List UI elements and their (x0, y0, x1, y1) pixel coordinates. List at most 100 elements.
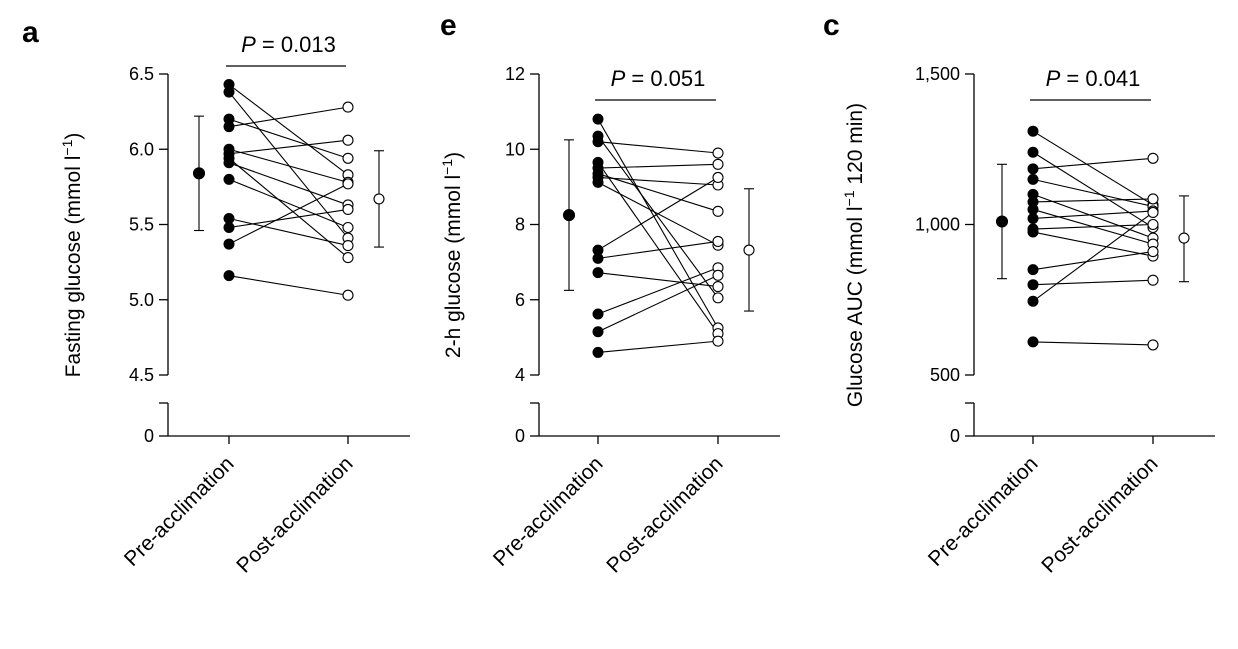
post-summary-mean-point (373, 193, 385, 205)
pair-line (597, 176, 719, 251)
pair-line (228, 157, 349, 259)
post-point (342, 152, 354, 164)
pair-line (228, 118, 349, 159)
y-axis-title: Fasting glucose (mmol l−1) (59, 133, 85, 378)
pre-point (1027, 295, 1039, 307)
y-axis-title-end: 120 min) (844, 103, 867, 191)
pre-point (1027, 264, 1039, 276)
y-tick-label: 12 (505, 64, 525, 84)
pre-summary-mean-point (995, 215, 1009, 228)
x-category-label: Post-acclimation (232, 452, 357, 577)
pair-line (1032, 130, 1154, 206)
post-point (1147, 274, 1159, 286)
pre-point (1027, 196, 1039, 208)
x-category-label: Pre-acclimation (120, 452, 239, 571)
pair-line (1032, 279, 1154, 286)
pair-line (228, 84, 349, 176)
pre-point (1027, 226, 1039, 238)
p-value-symbol: P (611, 66, 626, 91)
pair-line (1032, 223, 1154, 230)
y-axis-title-end: ) (442, 152, 465, 159)
x-category-label: Pre-acclimation (489, 452, 608, 571)
y-tick-label: 4 (515, 365, 525, 385)
p-value-number: = 0.013 (256, 32, 336, 57)
pair-line (597, 240, 719, 259)
pre-point (1027, 212, 1039, 224)
post-point (712, 281, 724, 293)
y-axis-title-superscript: −1 (439, 159, 455, 175)
y-axis-title-end: ) (62, 133, 85, 140)
post-point (712, 147, 724, 159)
post-point (342, 134, 354, 146)
pair-line (597, 173, 719, 212)
post-point (1147, 193, 1159, 205)
chart-panel-e: e 12 10 8 6 4 0 2-h glucose (mmol l−1) P = 0.051… (439, 9, 780, 577)
post-point (342, 221, 354, 234)
pre-point (592, 326, 604, 338)
pair-line (1032, 178, 1154, 207)
pair-line (228, 275, 349, 296)
pre-point (1027, 146, 1039, 158)
pre-point (223, 270, 235, 282)
post-point (342, 240, 354, 252)
post-point (342, 101, 354, 113)
pre-summary-mean-point (562, 209, 576, 222)
pre-point (1027, 203, 1039, 215)
y-tick-label: 6.0 (129, 139, 154, 159)
pair-line (228, 91, 349, 239)
p-value-symbol: P (241, 32, 256, 57)
post-summary-mean-point (743, 244, 755, 256)
pre-point (223, 157, 235, 169)
y-axis-title: Glucose AUC (mmol l−1 120 min) (841, 103, 867, 407)
pair-line (597, 118, 719, 329)
pair-line (228, 208, 349, 229)
pre-point (592, 346, 604, 358)
pair-line (228, 178, 349, 229)
y-tick-label: 5.5 (129, 215, 154, 235)
x-category-label: Post-acclimation (602, 452, 727, 577)
post-point (342, 203, 354, 215)
pre-summary-mean-point (192, 167, 206, 180)
pre-point (592, 176, 604, 188)
pair-line (597, 162, 719, 334)
post-point (712, 235, 724, 247)
y-axis-title: 2-h glucose (mmol l−1) (439, 152, 465, 358)
p-value-label: P = 0.041 (1046, 66, 1141, 91)
pre-point (223, 86, 235, 98)
y-tick-label-zero: 0 (950, 426, 960, 446)
y-tick-label: 10 (505, 139, 525, 159)
pair-line (597, 163, 719, 169)
post-summary-mean-point (1178, 232, 1190, 244)
y-tick-label-zero: 0 (515, 426, 525, 446)
pair-line (1032, 210, 1154, 220)
pair-line (597, 340, 719, 353)
pair-line (597, 135, 719, 299)
post-point (712, 205, 724, 217)
pre-point (223, 173, 235, 185)
x-category-label: Post-acclimation (1037, 452, 1162, 577)
pre-point (223, 113, 235, 125)
pre-point (592, 136, 604, 148)
panel-letter: c (823, 9, 840, 42)
pre-point (223, 79, 235, 91)
post-point (342, 252, 354, 264)
y-tick-label: 1,500 (915, 64, 960, 84)
pair-line (228, 217, 349, 247)
pair-line (597, 267, 719, 315)
y-tick-label: 6 (515, 290, 525, 310)
y-axis-title-main: Glucose AUC (mmol l (844, 206, 867, 407)
p-value-label: P = 0.013 (241, 32, 336, 57)
p-value-symbol: P (1046, 66, 1061, 91)
pre-point (592, 244, 604, 256)
post-point (1147, 246, 1159, 258)
pre-point (592, 252, 604, 264)
pair-line (1032, 341, 1154, 346)
panel-letter: e (440, 9, 457, 42)
post-point (1147, 206, 1159, 219)
pair-line (1032, 157, 1154, 170)
pair-line (597, 274, 719, 333)
pair-line (228, 162, 349, 206)
panel-letter: a (22, 16, 39, 49)
pre-point (223, 121, 235, 133)
pre-point (592, 308, 604, 320)
